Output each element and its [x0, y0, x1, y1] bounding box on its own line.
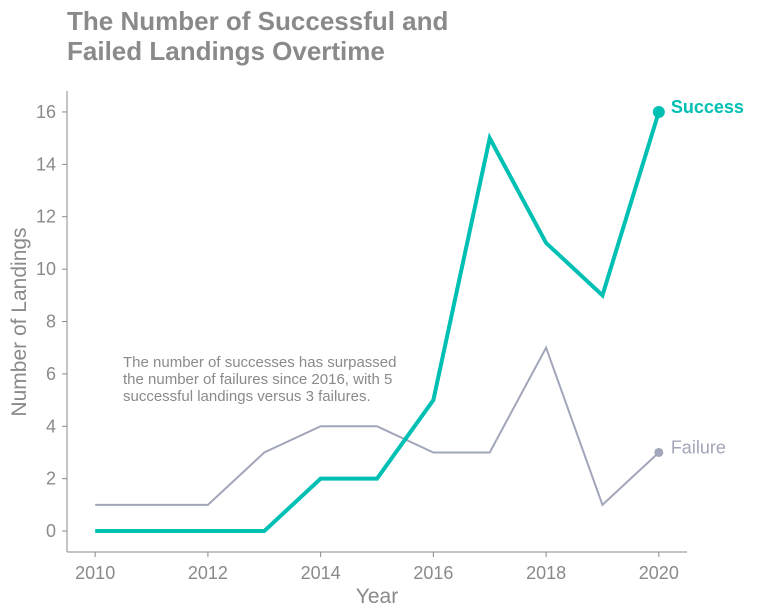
y-tick-label: 6	[46, 364, 56, 384]
y-tick-label: 2	[46, 469, 56, 489]
y-tick-label: 16	[36, 102, 56, 122]
y-axis-label: Number of Landings	[8, 227, 31, 416]
y-tick-label: 8	[46, 312, 56, 332]
success-end-marker	[652, 105, 665, 118]
annotation-line-3: successful landings versus 3 failures.	[123, 388, 371, 405]
x-tick-labels: 2010 2012 2014 2016 2018 2020	[75, 552, 679, 583]
failure-end-marker	[654, 447, 664, 457]
y-tick-label: 14	[36, 154, 56, 174]
annotation-line-1: The number of successes has surpassed	[123, 354, 396, 371]
y-tick-label: 4	[46, 416, 56, 436]
x-tick-label: 2016	[413, 563, 453, 583]
x-tick-label: 2014	[301, 563, 341, 583]
x-axis-label: Year	[356, 585, 398, 608]
y-tick-label: 0	[46, 521, 56, 541]
x-tick-label: 2018	[526, 563, 566, 583]
y-tick-label: 12	[36, 207, 56, 227]
chart-title-line-2: Failed Landings Overtime	[67, 36, 385, 66]
x-tick-label: 2010	[75, 563, 115, 583]
failure-series-label: Failure	[671, 437, 726, 457]
chart-title-line-1: The Number of Successful and	[67, 6, 448, 36]
annotation-line-2: the number of failures since 2016, with …	[123, 371, 392, 388]
failure-series-line	[95, 345, 660, 507]
x-tick-label: 2012	[188, 563, 228, 583]
y-tick-labels: 0 2 4 6 8 10 12 14 16	[36, 102, 67, 541]
x-tick-label: 2020	[639, 563, 679, 583]
success-series-line	[95, 111, 661, 534]
series-group: Failure Success	[95, 97, 744, 534]
success-series-label: Success	[671, 97, 744, 117]
y-tick-label: 10	[36, 259, 56, 279]
